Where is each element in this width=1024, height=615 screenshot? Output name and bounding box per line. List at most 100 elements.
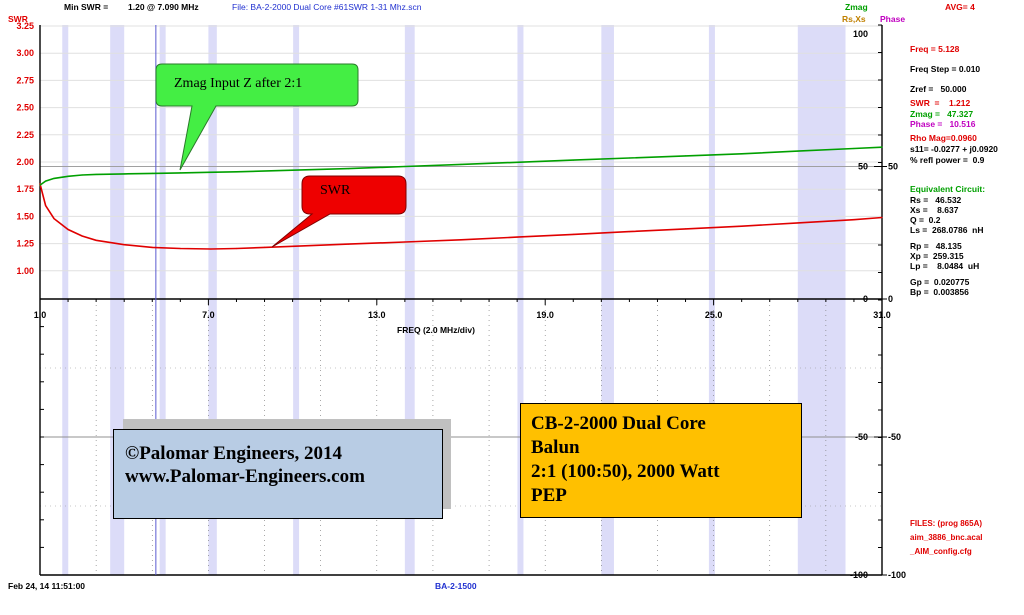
series-zmag-point-22 [881,146,883,148]
zmag-tick-label-0: 100 [853,29,868,39]
zmag-tick-label-4: -100 [850,570,868,580]
series-swr-point-2 [53,217,55,220]
outer-tick-label-3: -100 [888,570,906,580]
readout-gp: Gp = 0.020775 [910,277,970,287]
band-0 [62,25,69,575]
swr-tick-label-5: 2.00 [16,157,34,167]
series-swr-point-8 [179,247,181,250]
files-item-1: aim_3886_bnc.acal [910,533,983,542]
x-axis-title: FREQ (2.0 MHz/div) [397,325,475,335]
x-tick-label-4: 25.0 [705,310,723,320]
series-swr-point-17 [572,233,574,235]
copyright-line1: ©Palomar Engineers, 2014 [125,443,343,464]
x-tick-label-5: 31.0 [873,310,891,320]
swr-tick-label-3: 2.50 [16,103,34,113]
band-8 [708,25,715,575]
callouts [155,63,407,248]
swr-tick-label-4: 2.25 [16,130,34,140]
file-name: File: BA-2-2000 Dual Core #61SWR 1-31 Mh… [232,2,422,12]
series-swr-point-16 [516,236,518,238]
series-swr-point-22 [853,219,855,221]
series-swr-point-18 [628,231,631,233]
x-tick-label-3: 19.0 [536,310,554,320]
swr-tick-label-9: 1.00 [16,266,34,276]
readout-freq-step: Freq Step = 0.010 [910,64,981,74]
device-label: BA-2-1500 [435,581,477,591]
swr-tick-label-1: 3.00 [16,48,34,58]
series-zmag-point-7 [151,172,153,174]
series-swr-point-23 [881,216,883,219]
timestamp: Feb 24, 14 11:51:00 [8,581,86,591]
readout-rp: Rp = 48.135 [910,241,962,251]
series-zmag-point-2 [53,177,55,180]
product-line4: PEP [531,485,567,506]
outer-tick-label-0: 50 [888,162,898,172]
series-swr-point-5 [95,239,97,241]
series-zmag-point-16 [572,159,574,161]
series-zmag-point-12 [348,168,350,170]
min-swr-value: 1.20 @ 7.090 MHz [128,2,199,12]
readout-refl-power: % refl power = 0.9 [910,155,985,165]
series-zmag-point-4 [81,174,83,176]
rsxs-legend: Rs,Xs [842,14,866,24]
readout-freq: Freq = 5.128 [910,44,960,54]
series-zmag-point-15 [516,161,518,163]
series-zmag-point-13 [404,165,406,168]
series-swr-point-20 [741,225,743,227]
series-zmag-point-14 [460,163,462,165]
phase-legend: Phase [880,14,906,24]
series-swr-line [39,183,883,250]
files-title: FILES: (prog 865A) [910,519,983,528]
readout-zref: Zref = 50.000 [910,84,967,94]
product-box: CB-2-2000 Dual Core Balun 2:1 (100:50), … [520,403,802,518]
readout-bp: Bp = 0.003856 [910,287,969,297]
outer-tick-label-1: 0 [888,294,893,304]
readout-phase: Phase = 10.516 [910,119,976,129]
series-swr-point-9 [210,248,212,250]
band-9 [797,25,846,575]
series-swr-point-10 [235,247,238,250]
zmag-legend: Zmag [845,2,868,12]
series-zmag-point-0 [39,184,41,186]
band-2 [159,25,166,575]
x-tick-label-0: 1.0 [34,310,47,320]
series-swr-point-1 [45,204,47,207]
swr-callout-bubble [271,175,407,248]
product-line3: 2:1 (100:50), 2000 Watt [531,461,720,482]
swr-tick-label-7: 1.50 [16,211,34,221]
files-item-2: _AIM_config.cfg [910,547,972,556]
readout-rs: Rs = 46.532 [910,195,962,205]
swr-tick-label-2: 2.75 [16,75,34,85]
readout-swr: SWR = 1.212 [910,98,971,108]
series-zmag-point-5 [95,173,97,176]
tick-labels: 1.0 7.0 13.0 19.0 25.0 31.0 3.25 3.00 2.75 2.50 2.… [16,21,906,580]
x-tick-label-2: 13.0 [368,310,386,320]
readout-s11: s11= -0.0277 + j0.0920 [910,144,998,154]
series-zmag-point-8 [179,172,181,174]
band-6 [517,25,524,575]
axes [39,24,883,576]
equivalent-circuit-title: Equivalent Circuit: [910,184,986,194]
swr-axis-title: SWR [8,14,28,24]
series-zmag-point-6 [123,173,125,175]
zmag-callout-text: Zmag Input Z after 2:1 [174,76,303,91]
series-swr-point-11 [263,246,266,249]
series-zmag-point-21 [853,147,855,150]
zmag-tick-label-2: 0 [863,294,868,304]
outer-tick-label-2: -50 [888,432,901,442]
swr-callout-text: SWR [320,183,351,198]
x-tick-label-1: 7.0 [202,310,215,320]
series-zmag-point-9 [207,171,209,173]
series-swr-point-13 [348,243,350,245]
readout-xp: Xp = 259.315 [910,251,964,261]
swr-tick-label-8: 1.25 [16,239,34,249]
product-line1: CB-2-2000 Dual Core [531,413,706,434]
copyright-box: ©Palomar Engineers, 2014 www.Palomar-Eng… [113,429,443,519]
series-swr-point-15 [460,239,462,241]
min-swr-label: Min SWR = [64,2,109,12]
zmag-tick-label-1: 50 [858,162,868,172]
copyright-line2: www.Palomar-Engineers.com [125,466,365,487]
series-zmag-point-11 [292,169,294,171]
readout-rho-mag: Rho Mag=0.0960 [910,133,977,143]
